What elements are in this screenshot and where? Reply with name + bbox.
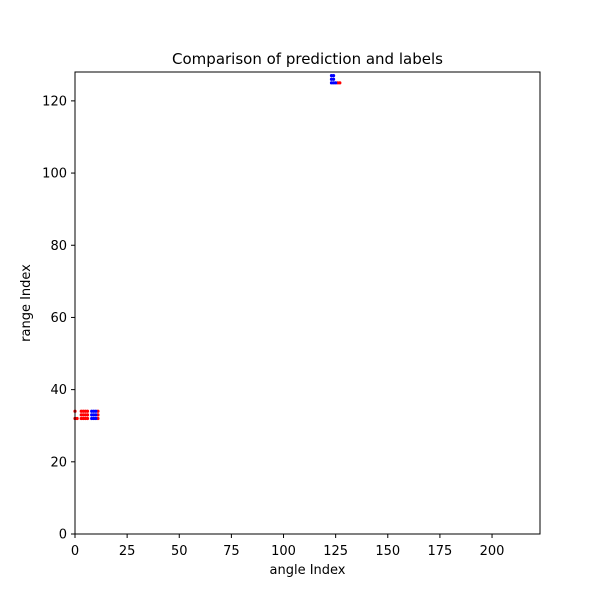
x-axis-ticks: 0 25 50 75 100 125 150 175 200 <box>71 534 505 559</box>
scatter-point <box>75 416 79 421</box>
scatter-point <box>85 413 90 417</box>
y-tick-label: 40 <box>50 383 67 398</box>
y-axis-ticks: 0 20 40 60 80 100 120 <box>42 94 75 543</box>
scatter-point <box>334 81 338 85</box>
plot-marks <box>73 74 342 421</box>
scatter-point <box>331 77 336 81</box>
x-tick-label: 125 <box>323 544 348 559</box>
chart-title: Comparison of prediction and labels <box>172 50 443 68</box>
scatter-point <box>94 409 98 413</box>
scatter-point <box>338 81 342 85</box>
scatter-point <box>85 409 90 413</box>
x-tick-label: 200 <box>480 544 505 559</box>
y-axis-label: range Index <box>19 264 34 342</box>
plot-area-frame <box>74 71 541 535</box>
scatter-point <box>94 416 98 421</box>
y-tick-label: 120 <box>42 94 67 109</box>
scatter-point <box>94 413 98 417</box>
x-axis-label: angle Index <box>270 563 346 578</box>
y-tick-label: 60 <box>50 311 67 326</box>
scatter-point <box>85 416 90 421</box>
scatter-point <box>331 74 336 78</box>
x-tick-label: 25 <box>119 544 136 559</box>
x-tick-label: 175 <box>427 544 452 559</box>
x-tick-label: 0 <box>71 544 79 559</box>
x-tick-label: 100 <box>271 544 296 559</box>
y-tick-label: 100 <box>42 167 67 182</box>
x-tick-label: 50 <box>171 544 188 559</box>
x-tick-label: 150 <box>375 544 400 559</box>
y-tick-label: 80 <box>50 239 67 254</box>
x-tick-label: 75 <box>223 544 240 559</box>
y-tick-label: 0 <box>59 528 67 543</box>
y-tick-label: 20 <box>50 455 67 470</box>
